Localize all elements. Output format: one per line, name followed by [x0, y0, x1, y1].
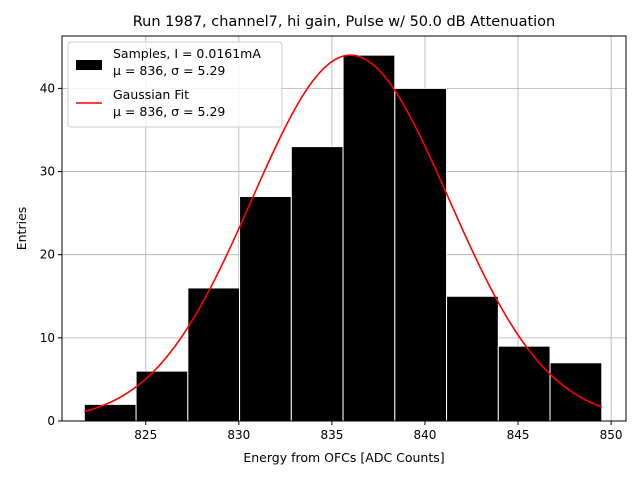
histogram-bar [239, 195, 292, 422]
histogram-bar [290, 146, 344, 422]
x-tick-label: 825 [134, 428, 157, 442]
legend-samples-label: Samples, I = 0.0161mA [113, 46, 261, 61]
histogram-bars [83, 54, 603, 422]
histogram-bar [394, 87, 448, 422]
legend: Samples, I = 0.0161mA μ = 836, σ = 5.29 … [67, 41, 283, 128]
legend-fit-label: Gaussian Fit [113, 87, 189, 102]
histogram-bar [342, 54, 396, 422]
histogram-bar [497, 345, 551, 422]
axis-ticks: 825 830 835 840 845 850 0 10 20 30 40 [40, 81, 623, 442]
x-tick-label: 840 [414, 428, 437, 442]
histogram-bar [135, 370, 189, 422]
histogram-bar [83, 403, 137, 422]
x-tick-label: 830 [227, 428, 250, 442]
y-tick-label: 0 [47, 414, 55, 428]
histogram-bar [446, 295, 499, 422]
chart-title: Run 1987, channel7, hi gain, Pulse w/ 50… [133, 14, 556, 30]
x-tick-label: 845 [507, 428, 530, 442]
histogram-bar [187, 287, 241, 422]
gaussian-fit-layer [84, 54, 603, 413]
legend-fit-stats: μ = 836, σ = 5.29 [113, 104, 225, 119]
x-axis-label: Energy from OFCs [ADC Counts] [243, 450, 444, 465]
legend-samples-swatch [76, 60, 102, 70]
x-tick-label: 850 [600, 428, 623, 442]
y-tick-label: 30 [40, 165, 55, 179]
y-tick-label: 20 [40, 248, 55, 262]
legend-samples-stats: μ = 836, σ = 5.29 [113, 63, 225, 78]
legend-box [67, 41, 283, 128]
x-tick-label: 835 [320, 428, 343, 442]
y-axis-label: Entries [14, 207, 29, 251]
axes-frame [61, 35, 627, 422]
y-tick-label: 40 [40, 81, 55, 95]
gaussian-fit-curve [84, 54, 603, 413]
y-tick-label: 10 [40, 331, 55, 345]
histogram-bar [549, 362, 603, 422]
